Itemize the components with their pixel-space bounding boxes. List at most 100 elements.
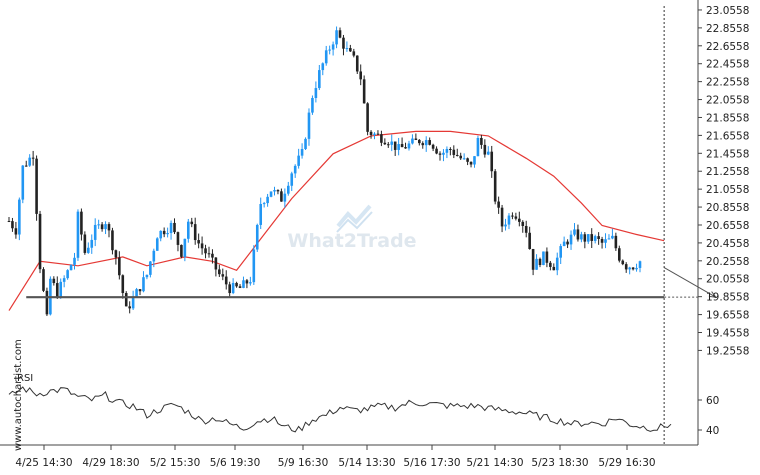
projection-arrow <box>663 267 717 298</box>
candle-body <box>124 293 128 307</box>
candle-body <box>159 230 163 239</box>
candle-body <box>493 171 497 202</box>
candle-body <box>462 158 466 160</box>
candle-body <box>138 289 142 292</box>
price-tick-label: 22.2558 <box>706 77 749 89</box>
candle-body <box>618 248 621 261</box>
candle-body <box>221 274 225 277</box>
candle-body <box>535 258 538 270</box>
candle-body <box>469 161 473 165</box>
support-level <box>26 267 717 299</box>
rsi-tick-label: 60 <box>706 395 719 407</box>
candle-body <box>18 199 21 235</box>
price-tick-label: 20.6558 <box>706 220 749 232</box>
candle-body <box>314 88 318 99</box>
candle-body <box>273 190 276 192</box>
price-tick-label: 19.4558 <box>706 327 749 339</box>
candle-body <box>393 141 397 150</box>
candle-body <box>207 253 211 255</box>
candle-body <box>162 230 166 235</box>
price-tick-label: 21.8558 <box>706 112 749 124</box>
candle-body <box>293 165 297 174</box>
candle-body <box>631 267 635 270</box>
candle-body <box>580 234 583 240</box>
candle-body <box>66 270 69 279</box>
candle-body <box>276 190 280 192</box>
price-tick-label: 22.0558 <box>706 95 749 107</box>
candle-body <box>531 249 535 270</box>
time-tick-label: 5/16 17:30 <box>403 457 460 469</box>
time-tick-label: 5/21 14:30 <box>466 457 523 469</box>
candle-body <box>214 257 218 270</box>
candle-body <box>280 191 283 202</box>
candle-body <box>424 140 428 146</box>
candle-body <box>255 224 259 250</box>
candle-body <box>100 224 104 230</box>
rsi-label: RSI <box>17 373 33 384</box>
candle-body <box>328 49 331 51</box>
candle-body <box>342 37 345 49</box>
candle-body <box>149 261 152 275</box>
price-tick-label: 22.8558 <box>706 23 749 35</box>
candle-body <box>524 225 528 233</box>
candle-body <box>562 241 566 247</box>
rsi-panel: RSI 60 40 <box>8 373 719 437</box>
time-tick-label: 5/23 18:30 <box>531 457 588 469</box>
price-tick-label: 21.2558 <box>706 166 749 178</box>
candle-body <box>538 258 542 266</box>
candle-body <box>604 239 607 243</box>
candle-body <box>80 211 83 235</box>
candle-body <box>38 213 42 270</box>
candle-body <box>504 224 507 227</box>
time-tick-label: 5/9 16:30 <box>278 457 329 469</box>
price-tick-label: 21.4558 <box>706 148 749 160</box>
price-tick-label: 19.8558 <box>706 292 749 304</box>
candle-body <box>190 221 194 225</box>
candle-body <box>466 158 469 162</box>
candle-body <box>52 278 56 284</box>
candle-body <box>397 144 400 150</box>
candle-body <box>455 154 459 156</box>
price-tick-label: 20.2558 <box>706 256 749 268</box>
candle-body <box>586 234 590 242</box>
candle-body <box>93 224 97 240</box>
candle-body <box>418 139 421 144</box>
candle-body <box>431 144 435 149</box>
projection-arrowhead <box>708 291 717 298</box>
candle-body <box>376 133 380 135</box>
candle-body <box>635 267 638 270</box>
candle-body <box>45 290 49 315</box>
candle-body <box>235 282 238 287</box>
candle-body <box>600 238 604 243</box>
candle-body <box>521 221 525 226</box>
candle-body <box>55 283 59 298</box>
candle-body <box>59 281 63 298</box>
candle-body <box>111 230 114 251</box>
price-tick-label: 20.0558 <box>706 274 749 286</box>
candle-body <box>449 148 452 150</box>
candle-body <box>7 221 11 223</box>
candle-body <box>304 138 307 150</box>
watermark: What2Trade <box>287 204 417 252</box>
candle-body <box>638 261 642 268</box>
candle-body <box>11 221 14 229</box>
candle-body <box>176 232 180 245</box>
candle-body <box>104 224 107 230</box>
candle-body <box>452 149 456 155</box>
candle-body <box>362 79 366 104</box>
candle-body <box>511 215 514 217</box>
candle-body <box>421 143 425 146</box>
candle-body <box>35 158 38 214</box>
candle-body <box>514 216 518 219</box>
candle-body <box>459 155 462 159</box>
candle-body <box>155 238 159 251</box>
candle-body <box>218 269 221 275</box>
time-tick-label: 4/29 18:30 <box>82 457 139 469</box>
candle-body <box>442 152 445 155</box>
price-tick-label: 19.6558 <box>706 310 749 322</box>
candle-body <box>349 48 352 52</box>
candle-body <box>14 228 18 235</box>
candle-body <box>621 260 625 265</box>
candle-body <box>166 233 169 235</box>
